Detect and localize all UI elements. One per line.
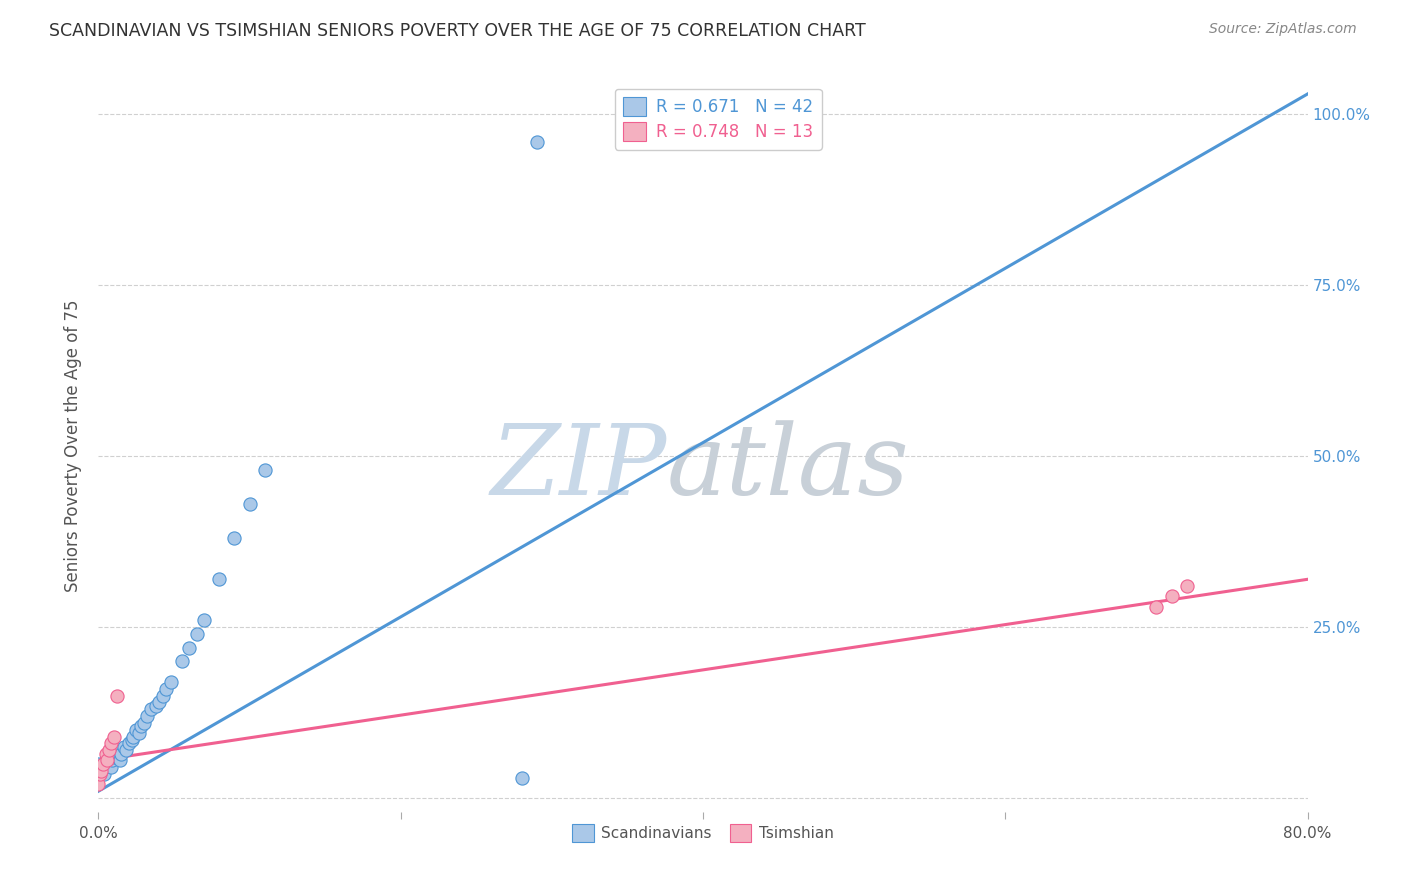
Point [100,760,122,774]
Point [526,135,548,149]
Point [107,743,129,757]
Point [90,764,112,778]
Text: Source: ZipAtlas.com: Source: ZipAtlas.com [1209,22,1357,37]
Point [110,747,132,761]
Point [94,754,117,768]
Point [135,709,157,723]
Point [152,689,174,703]
Point [108,754,131,768]
Point [96,754,118,768]
Point [186,627,208,641]
Point [93,767,115,781]
Point [91,760,114,774]
Point [105,750,128,764]
Point [179,640,201,655]
Point [121,733,143,747]
Text: atlas: atlas [666,420,910,516]
Point [155,681,177,696]
Point [160,674,183,689]
Point [224,531,246,545]
Point [91,756,114,771]
Point [105,689,128,703]
Text: SCANDINAVIAN VS TSIMSHIAN SENIORS POVERTY OVER THE AGE OF 75 CORRELATION CHART: SCANDINAVIAN VS TSIMSHIAN SENIORS POVERT… [49,22,866,40]
Point [128,726,150,740]
Text: ZIP: ZIP [491,420,666,516]
Point [208,572,231,586]
Point [239,497,262,511]
Y-axis label: Seniors Poverty Over the Age of 75: Seniors Poverty Over the Age of 75 [65,300,83,592]
Point [103,750,125,764]
Point [101,754,124,768]
Point [100,736,122,750]
Point [141,702,163,716]
Point [118,736,141,750]
Point [94,747,117,761]
Point [193,613,215,627]
Point [114,743,136,757]
Point [103,743,125,757]
Point [104,747,127,761]
Point [1144,599,1167,614]
Point [1160,590,1182,604]
Point [87,756,110,771]
Point [148,695,170,709]
Point [112,739,135,754]
Point [145,698,167,713]
Point [90,764,112,778]
Point [129,719,152,733]
Point [125,723,148,737]
Point [253,463,276,477]
Point [132,715,155,730]
Point [96,756,118,771]
Point [510,771,533,785]
Point [122,730,145,744]
Legend: Scandinavians, Tsimshian: Scandinavians, Tsimshian [567,818,839,848]
Point [1175,579,1198,593]
Point [98,750,121,764]
Point [87,777,110,791]
Point [103,730,125,744]
Point [170,654,193,668]
Point [98,743,121,757]
Point [89,767,111,781]
